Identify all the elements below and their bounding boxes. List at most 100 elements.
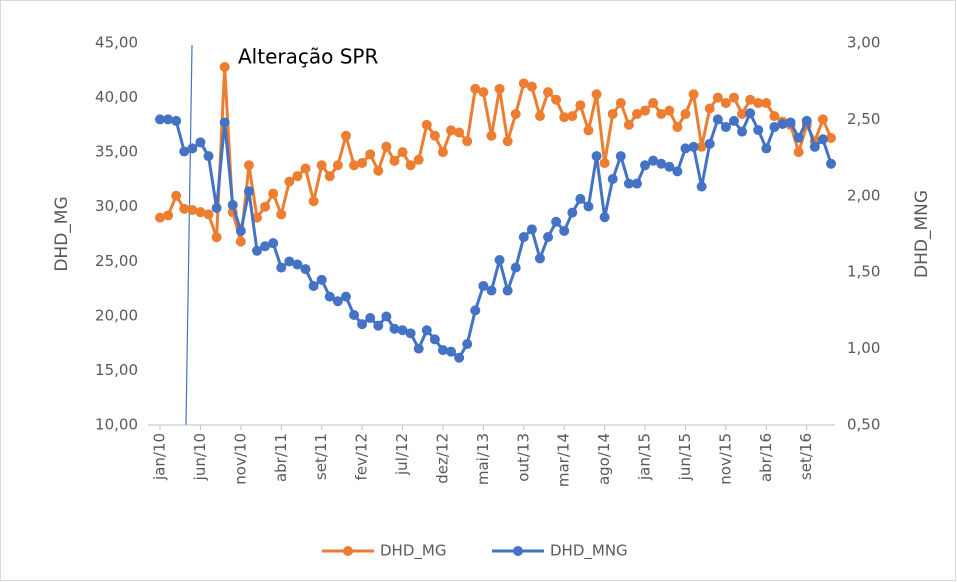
point bbox=[284, 256, 295, 267]
point bbox=[809, 141, 820, 152]
point bbox=[575, 193, 586, 204]
point bbox=[357, 319, 368, 330]
point bbox=[349, 309, 360, 320]
point bbox=[551, 94, 562, 105]
point bbox=[793, 147, 804, 158]
point bbox=[753, 98, 764, 109]
point bbox=[316, 160, 327, 171]
x-tick-label: jun/10 bbox=[191, 433, 209, 481]
y-tick-label: 45,00 bbox=[95, 34, 138, 52]
point bbox=[623, 119, 634, 130]
x-tick-label: nov/10 bbox=[231, 433, 249, 485]
point bbox=[543, 232, 554, 243]
x-tick-label: mar/14 bbox=[555, 433, 573, 487]
point bbox=[171, 115, 182, 126]
point bbox=[591, 89, 602, 100]
point bbox=[437, 147, 448, 158]
point bbox=[494, 254, 505, 265]
point bbox=[252, 245, 263, 256]
point bbox=[260, 201, 271, 212]
point bbox=[817, 134, 828, 145]
y2-tick-label: 0,50 bbox=[847, 416, 880, 434]
point bbox=[712, 92, 723, 103]
y-axis-label: DHD_MG bbox=[52, 196, 72, 271]
point bbox=[737, 126, 748, 137]
point bbox=[381, 311, 392, 322]
point bbox=[429, 130, 440, 141]
point bbox=[599, 158, 610, 169]
point bbox=[300, 264, 311, 275]
point bbox=[260, 241, 271, 252]
point bbox=[737, 108, 748, 119]
point bbox=[203, 209, 214, 220]
point bbox=[688, 141, 699, 152]
point bbox=[292, 259, 303, 270]
point bbox=[518, 232, 529, 243]
point bbox=[446, 125, 457, 136]
x-tick-label: fev/12 bbox=[353, 433, 371, 481]
point bbox=[785, 117, 796, 128]
x-tick-label: set/16 bbox=[797, 433, 815, 480]
point bbox=[777, 118, 788, 129]
y-tick-label: 35,00 bbox=[95, 143, 138, 161]
point bbox=[591, 151, 602, 162]
point bbox=[526, 224, 537, 235]
y-tick-label: 15,00 bbox=[95, 361, 138, 379]
point bbox=[429, 334, 440, 345]
y2-tick-label: 3,00 bbox=[847, 34, 880, 52]
point bbox=[486, 130, 497, 141]
point bbox=[534, 253, 545, 264]
point bbox=[712, 114, 723, 125]
point bbox=[696, 181, 707, 192]
x-tick-label: abr/11 bbox=[272, 433, 290, 482]
point bbox=[607, 108, 618, 119]
point bbox=[179, 146, 190, 157]
point bbox=[437, 345, 448, 356]
point bbox=[397, 147, 408, 158]
point bbox=[567, 207, 578, 218]
point bbox=[599, 212, 610, 223]
point bbox=[373, 165, 384, 176]
point bbox=[534, 111, 545, 122]
point bbox=[704, 138, 715, 149]
point bbox=[389, 323, 400, 334]
x-tick-label: ago/14 bbox=[595, 433, 613, 485]
point bbox=[631, 108, 642, 119]
point bbox=[720, 98, 731, 109]
point bbox=[761, 98, 772, 109]
point bbox=[219, 62, 230, 73]
point bbox=[559, 225, 570, 236]
point bbox=[421, 325, 432, 336]
x-tick-label: jan/10 bbox=[151, 433, 169, 481]
point bbox=[607, 173, 618, 184]
x-tick-label: mai/13 bbox=[474, 433, 492, 485]
point bbox=[365, 313, 376, 324]
point bbox=[292, 171, 303, 182]
x-tick-label: out/13 bbox=[514, 433, 532, 482]
point bbox=[446, 346, 457, 357]
x-tick-label: dez/12 bbox=[433, 433, 451, 484]
point bbox=[340, 291, 351, 302]
point bbox=[728, 92, 739, 103]
point bbox=[543, 87, 554, 98]
point bbox=[405, 328, 416, 339]
point bbox=[720, 122, 731, 133]
x-tick-label: jun/15 bbox=[676, 433, 694, 481]
annotation-line bbox=[185, 44, 193, 426]
legend-marker bbox=[513, 546, 523, 556]
point bbox=[769, 122, 780, 133]
point bbox=[155, 114, 165, 125]
point bbox=[413, 343, 424, 354]
point bbox=[235, 236, 246, 247]
point bbox=[470, 305, 481, 316]
point bbox=[672, 166, 683, 177]
point bbox=[211, 232, 222, 243]
point bbox=[421, 119, 432, 130]
point bbox=[171, 190, 182, 201]
point bbox=[518, 78, 529, 89]
point bbox=[769, 111, 780, 122]
x-tick-label: set/11 bbox=[312, 433, 330, 480]
point bbox=[211, 203, 222, 214]
y-tick-label: 40,00 bbox=[95, 88, 138, 106]
point bbox=[462, 339, 473, 350]
